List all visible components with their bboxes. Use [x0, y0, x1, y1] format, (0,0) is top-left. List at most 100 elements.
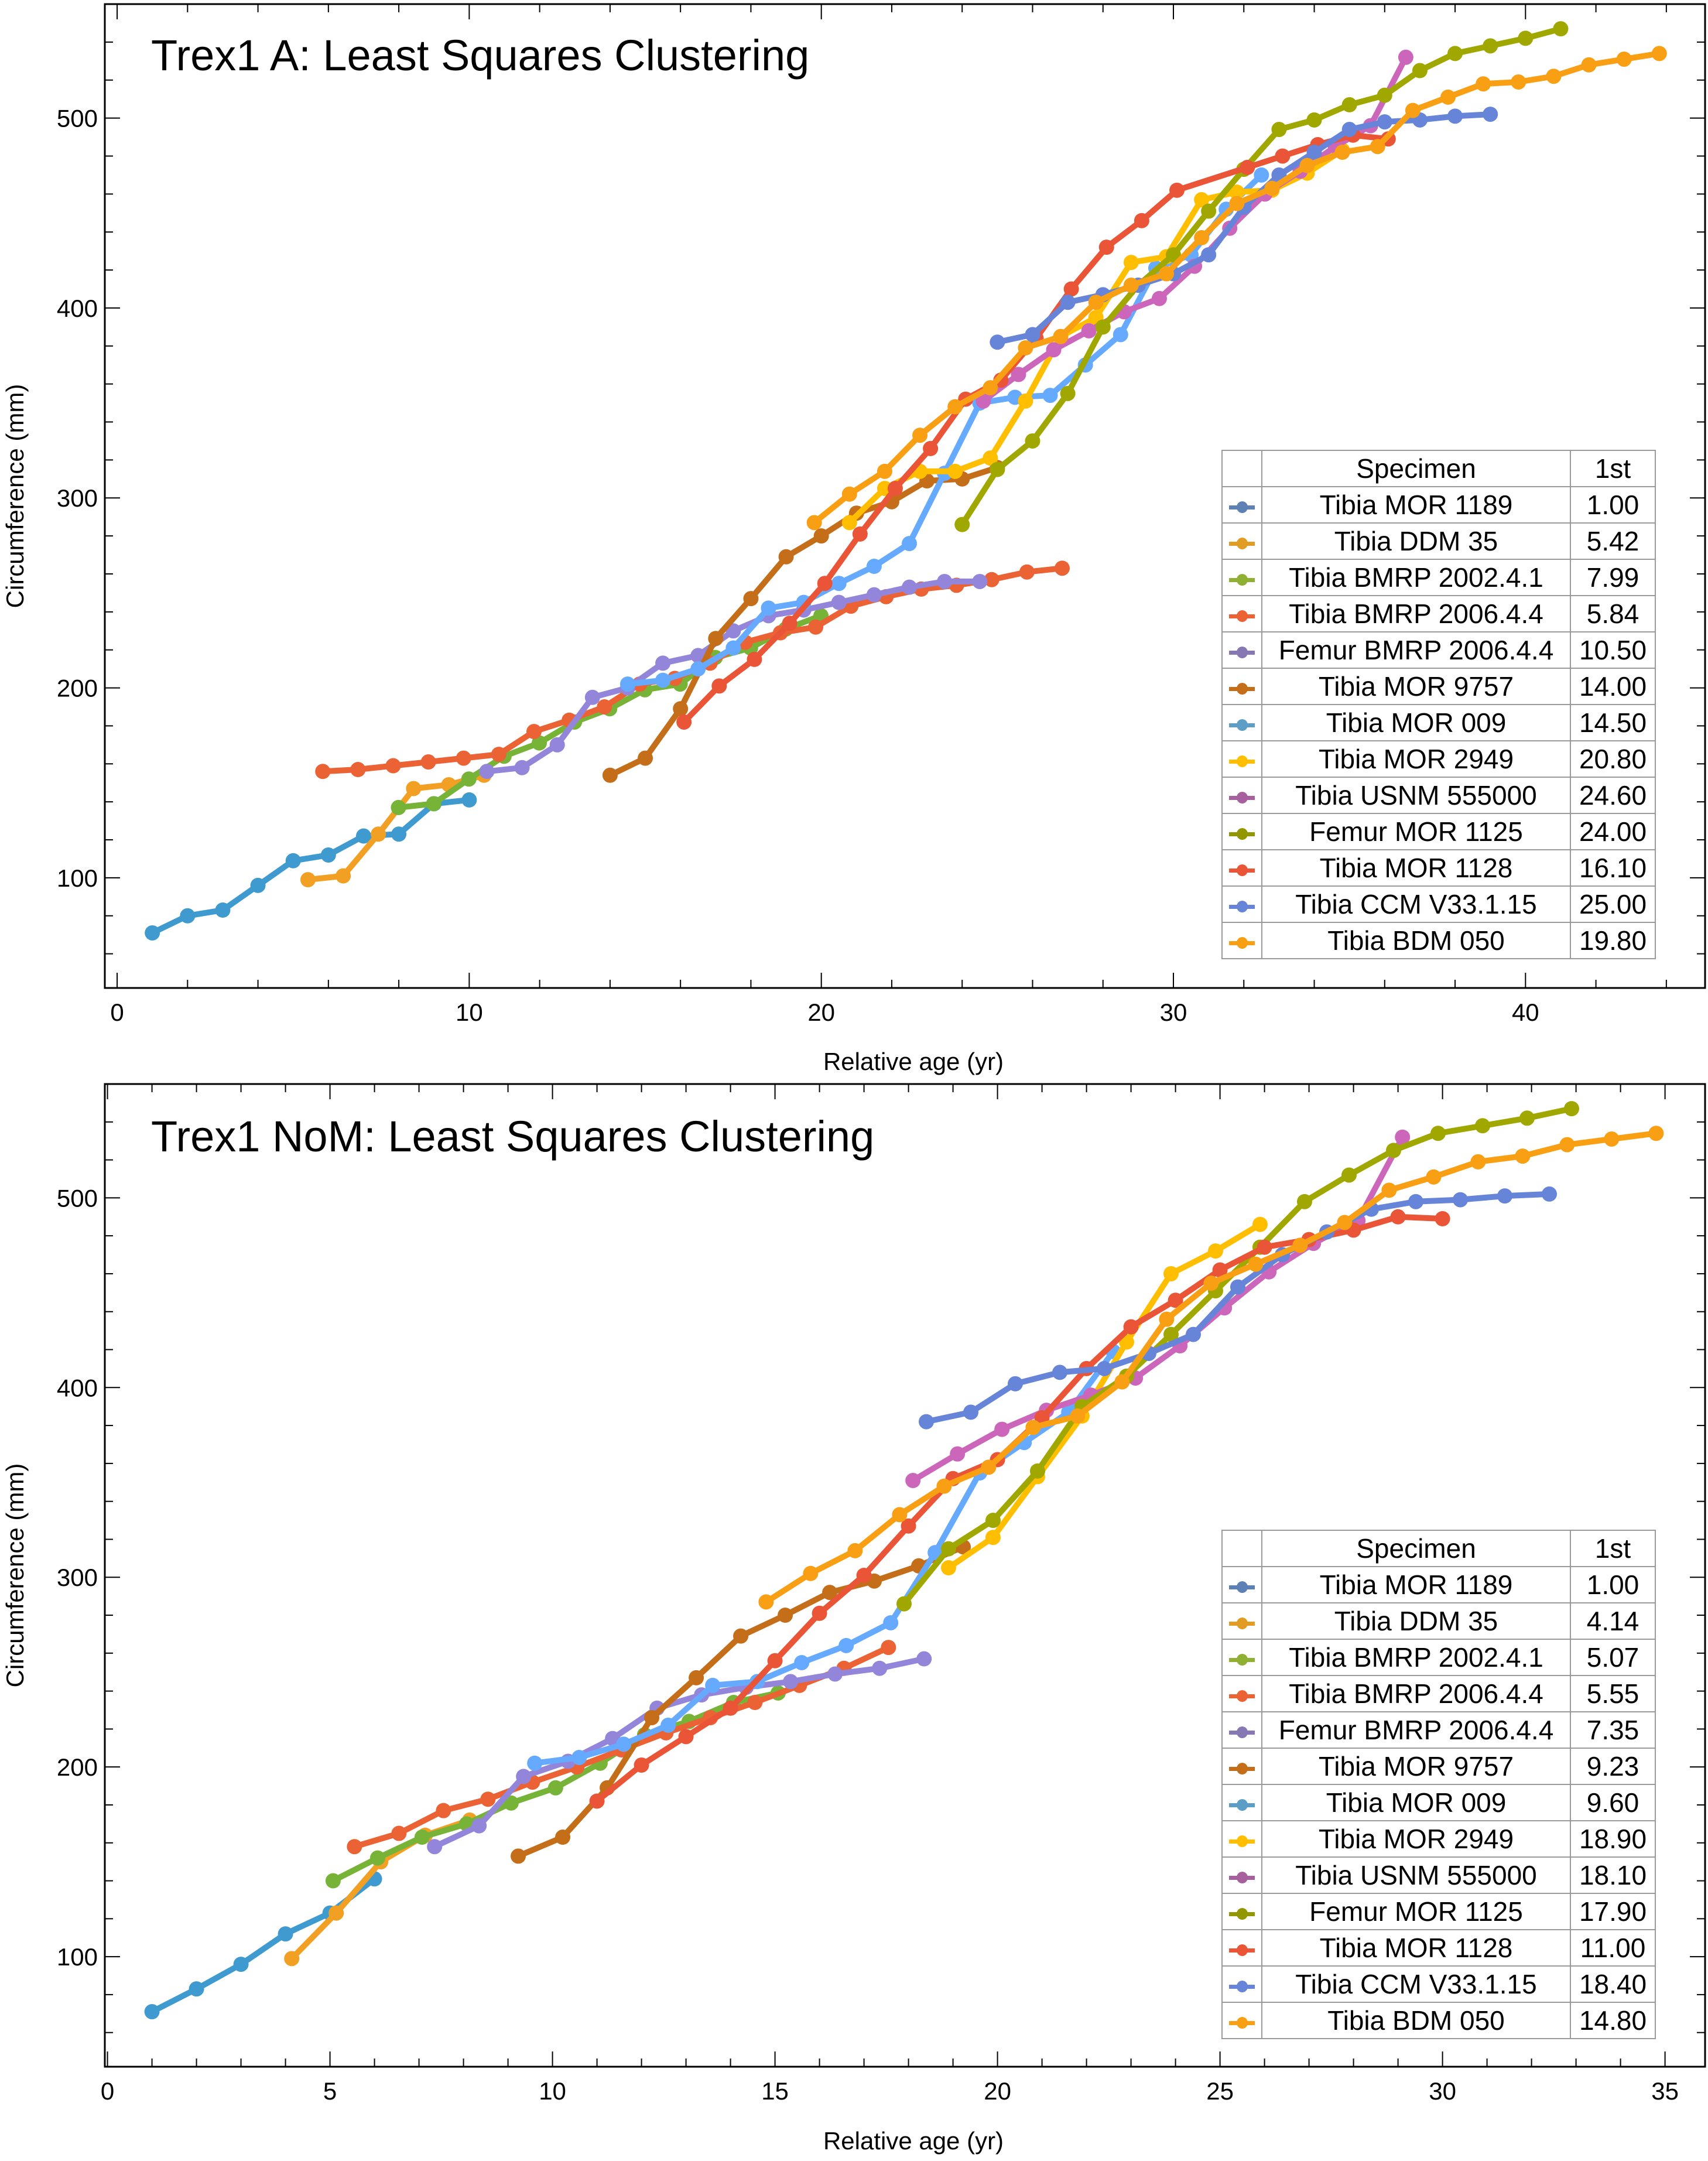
series-tibia-usnm-555000	[975, 49, 1413, 409]
data-point	[491, 747, 506, 762]
data-point	[414, 1830, 430, 1845]
y-tick-label: 500	[57, 1184, 98, 1212]
data-point	[619, 676, 635, 692]
data-point	[526, 724, 542, 740]
data-point	[963, 1404, 978, 1420]
data-point	[896, 1596, 912, 1612]
legend-swatch-cell	[1221, 1711, 1262, 1749]
x-tick-label: 30	[1429, 2077, 1456, 2105]
data-point	[516, 1769, 532, 1784]
x-tick-label: 20	[984, 2077, 1011, 2105]
y-tick-label: 300	[57, 1564, 98, 1591]
data-point	[1070, 1408, 1086, 1424]
y-tick-label: 500	[57, 105, 98, 132]
chart-bottom: 0 5 10 15 20 25 30 35 100 200 300 400 500 Relative ag…	[1, 1083, 1706, 2155]
data-point	[1011, 367, 1026, 382]
data-point	[503, 1795, 519, 1811]
data-point	[233, 1957, 249, 1972]
legend-swatch-cell	[1221, 740, 1262, 778]
data-point	[831, 576, 847, 591]
y-tick-label: 100	[57, 864, 98, 892]
line-marker-swatch-icon	[1229, 537, 1255, 549]
data-point	[923, 440, 939, 456]
data-point	[461, 771, 477, 787]
data-point	[778, 1608, 793, 1623]
data-point	[1114, 1374, 1130, 1390]
data-point	[1025, 433, 1040, 449]
legend-swatch-cell	[1221, 1748, 1262, 1785]
data-point	[887, 481, 903, 497]
data-point	[1334, 144, 1350, 160]
data-point	[1096, 1360, 1112, 1376]
series-line	[149, 796, 473, 936]
legend-swatch-cell	[1221, 1602, 1262, 1640]
data-point	[767, 1653, 783, 1668]
line-marker-swatch-icon	[1229, 682, 1255, 695]
legend-row: Tibia MOR 1128 16.10	[1221, 849, 1656, 887]
data-point	[514, 760, 530, 775]
legend-specimen-name: Femur MOR 1125	[1261, 1893, 1571, 1930]
legend-first-value: 5.84	[1570, 595, 1656, 632]
line-marker-swatch-icon	[1229, 646, 1255, 658]
legend-first-value: 1.00	[1570, 1566, 1656, 1603]
data-point	[1158, 266, 1174, 282]
data-point	[827, 1666, 843, 1682]
legend-swatch-cell	[1221, 559, 1262, 596]
data-point	[990, 334, 1005, 350]
data-point	[189, 1981, 204, 1997]
x-axis-label: Relative age (yr)	[823, 2127, 1004, 2155]
data-point	[1254, 167, 1269, 183]
data-point	[705, 1677, 721, 1693]
data-point	[936, 1478, 952, 1494]
data-point	[1541, 1186, 1557, 1202]
legend-row: Femur BMRP 2006.4.4 10.50	[1221, 631, 1656, 669]
legend-swatch-cell	[1221, 595, 1262, 632]
data-point	[549, 737, 565, 753]
data-point	[347, 1839, 362, 1855]
data-point	[1240, 159, 1255, 175]
y-tick-label: 100	[57, 1943, 98, 1971]
legend-first-value: 7.99	[1570, 559, 1656, 596]
legend-specimen-name: Tibia MOR 1128	[1261, 849, 1571, 887]
legend-specimen-name: Femur BMRP 2006.4.4	[1261, 1711, 1571, 1749]
legend-swatch-cell	[1221, 813, 1262, 850]
data-point	[1483, 107, 1498, 122]
legend-first-value: 5.42	[1570, 522, 1656, 560]
series-tibia-mor-1189	[144, 1871, 382, 2020]
data-point	[1476, 76, 1491, 92]
data-point	[1203, 1276, 1219, 1291]
data-point	[983, 380, 998, 396]
data-point	[328, 1905, 344, 1921]
x-axis-label: Relative age (yr)	[823, 1048, 1004, 1075]
data-point	[902, 536, 918, 552]
data-point	[1292, 1237, 1308, 1253]
legend-first-value: 1.00	[1570, 486, 1656, 524]
chart-title: Trex1 NoM: Least Squares Clustering	[151, 1112, 874, 1161]
legend-swatch-cell	[1221, 1856, 1262, 1894]
data-point	[215, 902, 231, 918]
data-point	[1229, 196, 1245, 211]
data-point	[1163, 1266, 1179, 1281]
legend-specimen-name: Tibia MOR 9757	[1261, 668, 1571, 705]
chart-title: Trex1 A: Least Squares Clustering	[151, 31, 809, 80]
y-tick-label: 200	[57, 675, 98, 702]
series-line	[432, 1656, 927, 1850]
legend-first-value: 7.35	[1570, 1711, 1656, 1749]
line-marker-swatch-icon	[1229, 936, 1255, 949]
data-point	[420, 754, 436, 770]
data-point	[479, 764, 495, 779]
data-point	[1430, 1126, 1446, 1141]
data-point	[480, 1791, 496, 1807]
data-point	[1201, 247, 1217, 263]
data-point	[1248, 1256, 1264, 1272]
data-point	[841, 515, 857, 531]
data-point	[461, 792, 477, 808]
x-tick-label: 40	[1512, 999, 1539, 1026]
data-point	[1651, 46, 1667, 61]
line-marker-swatch-icon	[1229, 573, 1255, 586]
data-point	[555, 1830, 571, 1845]
legend-first-value: 14.50	[1570, 704, 1656, 741]
data-point	[391, 799, 406, 815]
data-point	[1515, 1148, 1531, 1164]
data-point	[1053, 329, 1069, 344]
